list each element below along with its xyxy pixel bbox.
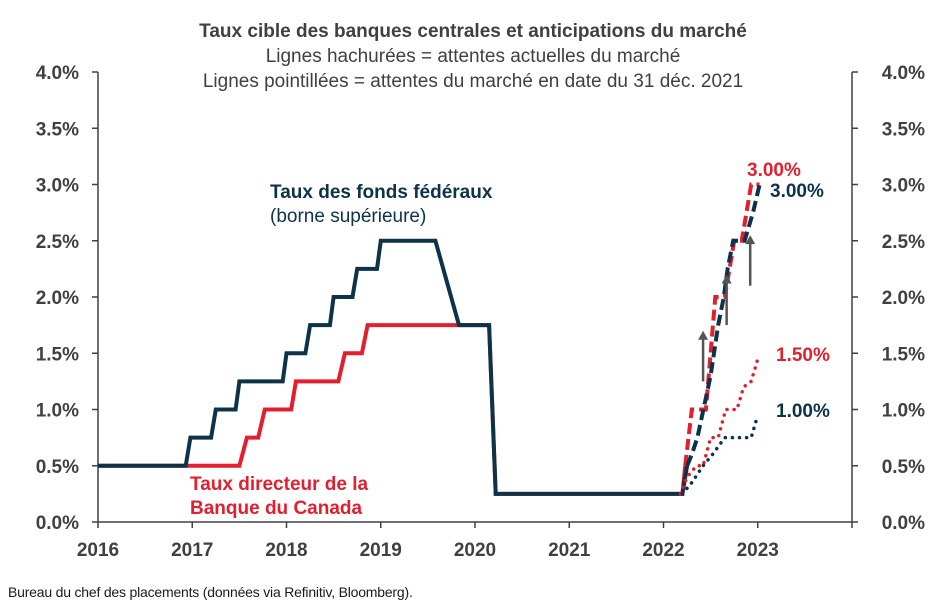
y-tick-label-right: 2.5% [882, 232, 925, 253]
series-line-fed-current-expectations [685, 184, 762, 467]
fed-label-line2: (borne supérieure) [270, 206, 426, 227]
y-tick-label-right: 0.0% [882, 513, 925, 534]
y-tick-label-right: 2.0% [882, 288, 925, 309]
boc-current-end-label: 3.00% [747, 160, 801, 181]
source-note: Bureau du chef des placements (données v… [8, 584, 413, 600]
axes [92, 71, 858, 528]
x-tick-label: 2022 [642, 540, 684, 561]
y-tick-label-left: 4.0% [36, 63, 79, 84]
y-tick-label-left: 3.5% [36, 119, 79, 140]
series-line-boc-current-expectations [683, 182, 760, 467]
fed-current-end-label: 3.00% [770, 181, 824, 202]
y-tick-label-right: 3.0% [882, 176, 925, 197]
boc-dec2021-end-label: 1.50% [776, 345, 830, 366]
x-tick-label: 2020 [454, 540, 496, 561]
y-tick-label-right: 0.5% [882, 457, 925, 478]
series-line-boc-dec2021-expectations [678, 357, 760, 496]
x-tick-label: 2016 [77, 540, 119, 561]
series-line-fed-dec2021-expectations [680, 413, 760, 496]
y-tick-label-left: 3.0% [36, 176, 79, 197]
y-tick-label-right: 3.5% [882, 119, 925, 140]
boc-label-line1: Taux directeur de la [190, 474, 369, 495]
chart-subtitle-2: Lignes pointillées = attentes du marché … [203, 71, 743, 92]
x-tick-label: 2021 [548, 540, 591, 561]
series-line-boc [98, 323, 688, 496]
up-arrow-head [698, 330, 709, 340]
y-tick-label-left: 2.0% [36, 288, 79, 309]
y-tick-label-right: 1.0% [882, 401, 925, 422]
y-tick-label-right: 1.5% [882, 344, 925, 365]
x-tick-label: 2018 [265, 540, 307, 561]
boc-label-line2: Banque du Canada [190, 498, 363, 519]
y-tick-label-right: 4.0% [882, 63, 925, 84]
tick-labels: 0.0% 0.0% 0.5% 0.5% 1.0% 1.0% 1.5% 1.5% 2.0% 2.0%… [36, 63, 925, 561]
x-tick-label: 2023 [737, 540, 779, 561]
y-tick-label-left: 0.5% [36, 457, 79, 478]
x-tick-label: 2019 [360, 540, 402, 561]
chart-subtitle-1: Lignes hachurées = attentes actuelles du… [266, 46, 681, 67]
chart-title: Taux cible des banques centrales et anti… [199, 21, 747, 42]
x-tick-label: 2017 [171, 540, 213, 561]
arrows [698, 235, 756, 382]
y-tick-label-left: 1.0% [36, 401, 79, 422]
y-tick-label-left: 1.5% [36, 344, 79, 365]
up-arrow-head [745, 235, 756, 245]
series-lines [98, 182, 762, 496]
y-tick-label-left: 0.0% [36, 513, 79, 534]
fed-label-line1: Taux des fonds fédéraux [270, 182, 493, 203]
up-arrow-head [721, 274, 732, 284]
y-tick-label-left: 2.5% [36, 232, 79, 253]
series-line-fed [98, 238, 690, 496]
fed-dec2021-end-label: 1.00% [776, 401, 830, 422]
